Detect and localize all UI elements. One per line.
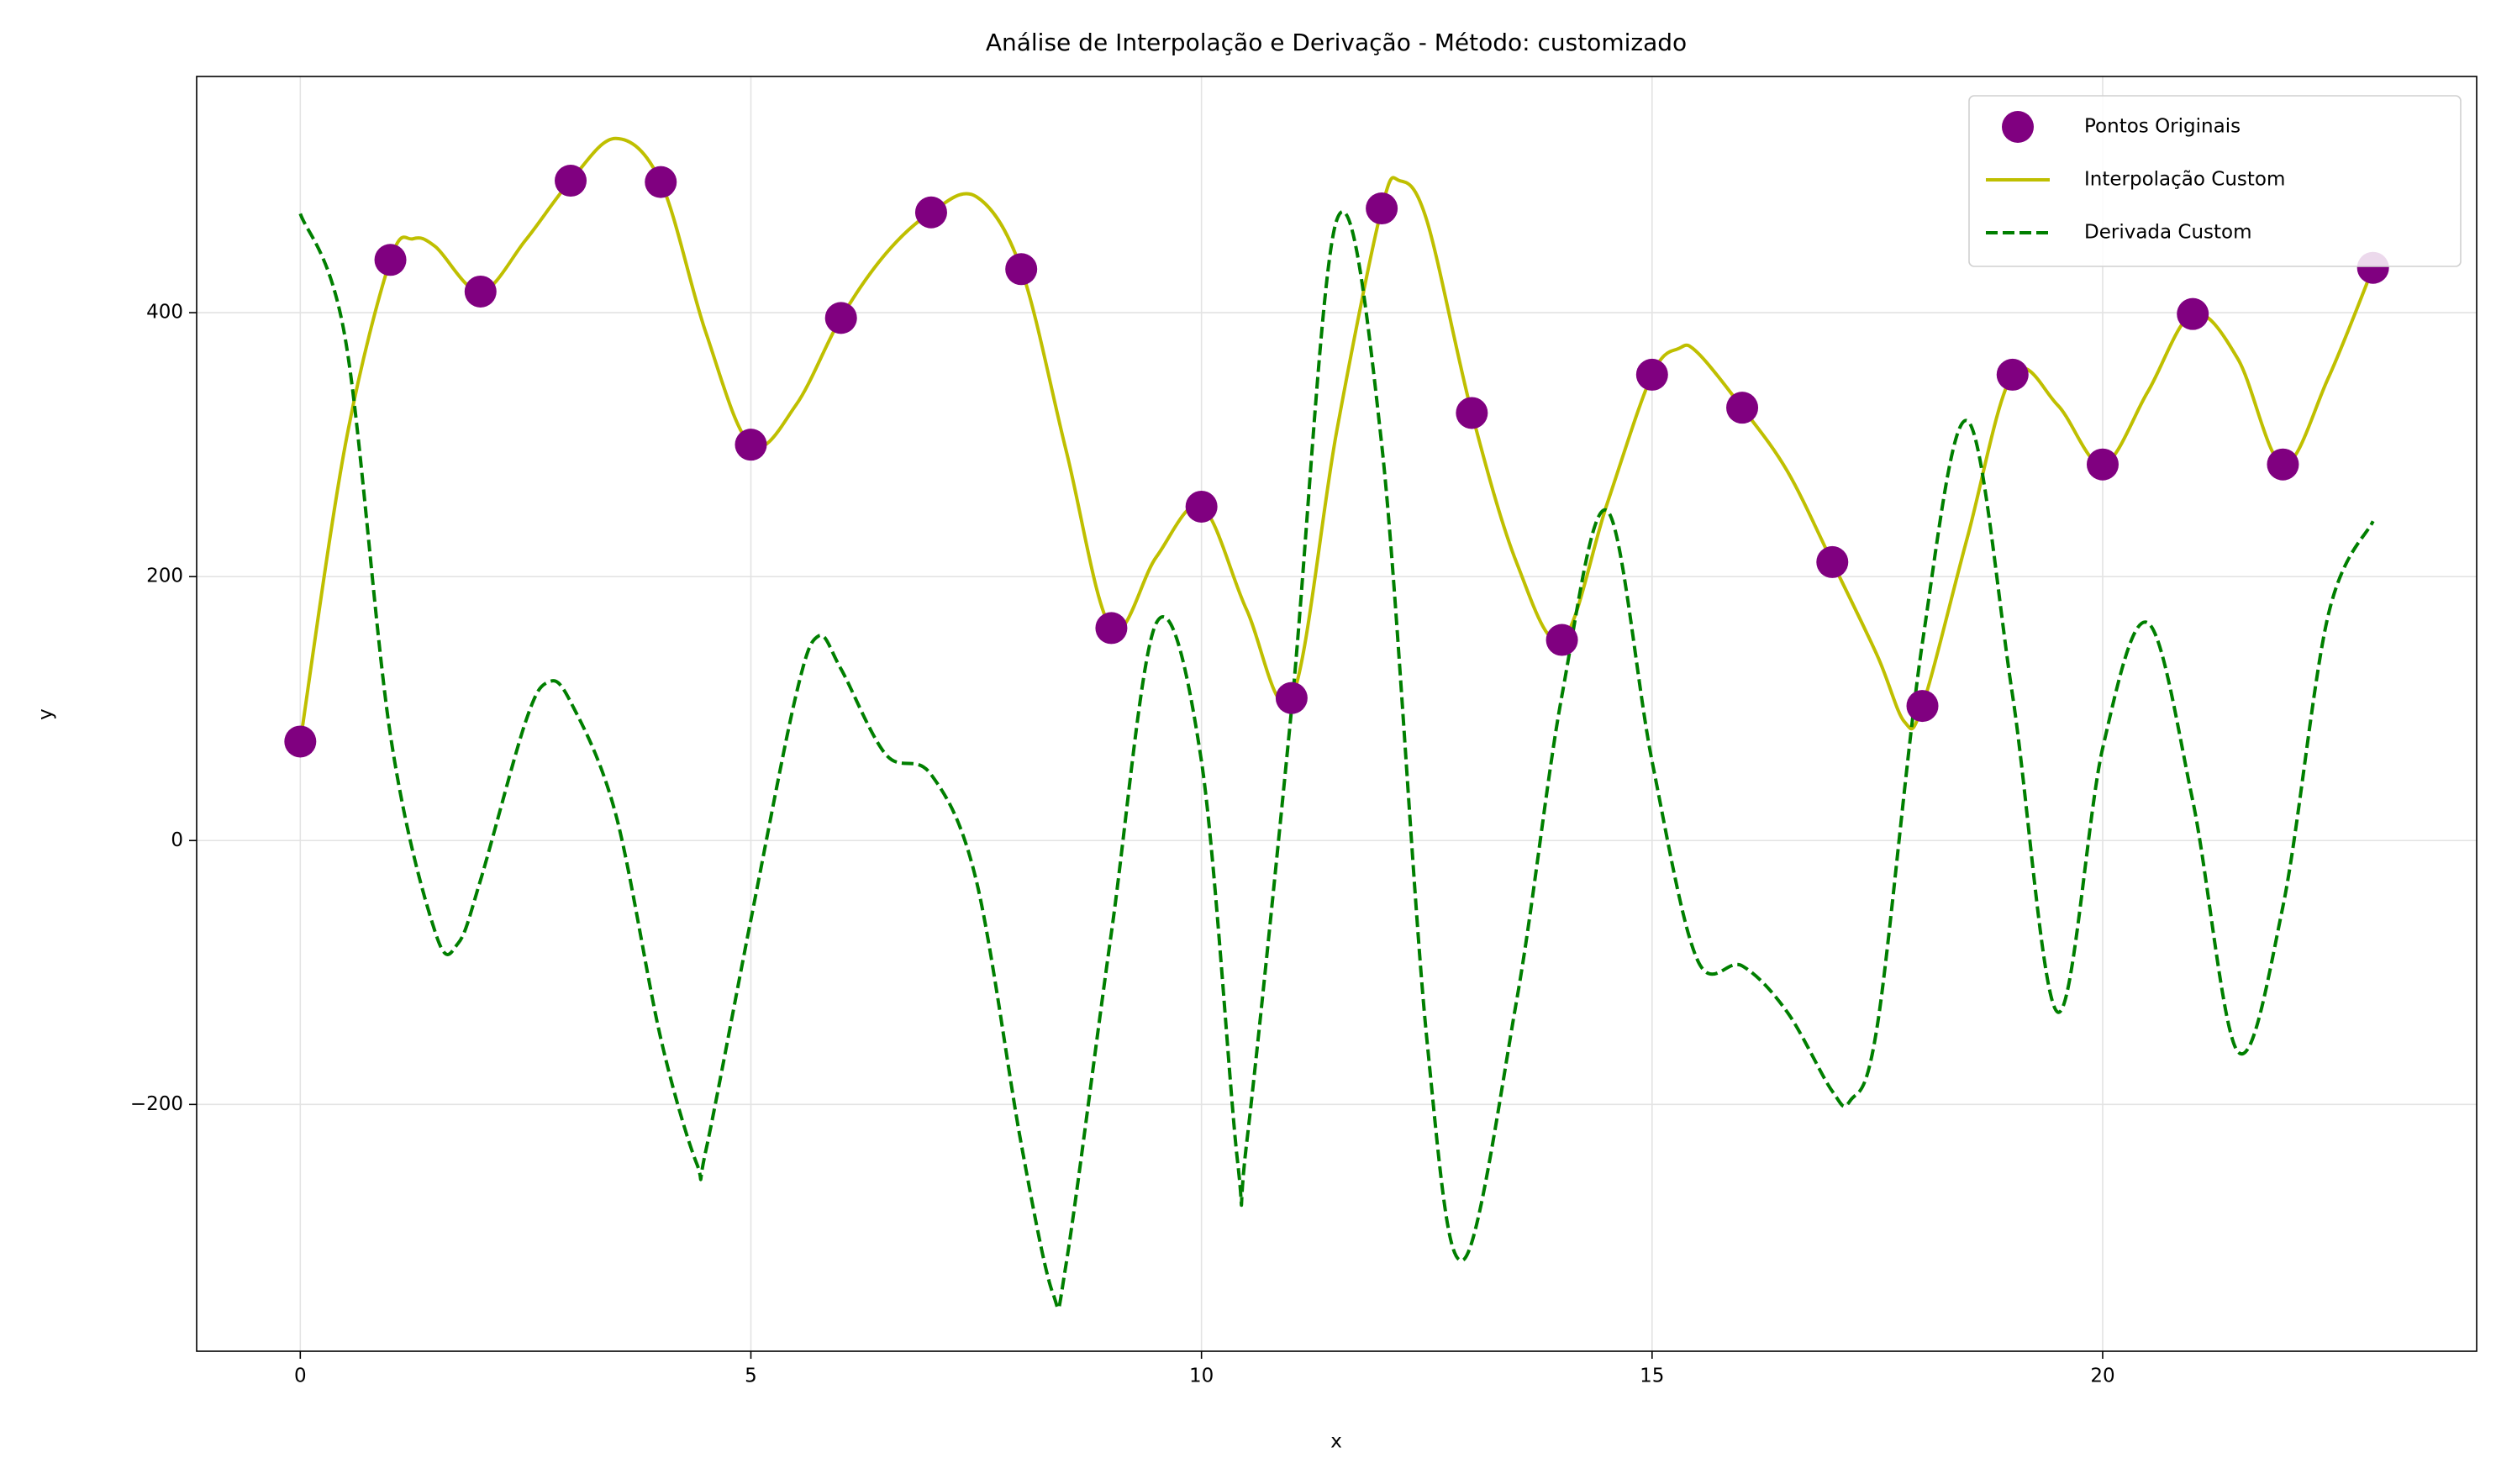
y-axis-label: y	[35, 708, 57, 720]
data-point	[914, 196, 947, 229]
y-tick-label: 400	[146, 302, 183, 324]
plot-frame	[196, 76, 2478, 1352]
series-line	[298, 210, 2375, 1311]
data-point	[1726, 392, 1759, 424]
x-tick-label: 0	[294, 1366, 307, 1387]
data-point	[735, 429, 767, 461]
y-tick-label: 200	[146, 566, 183, 587]
data-point	[1005, 253, 1038, 286]
data-point	[1546, 624, 1578, 656]
series-line	[298, 136, 2375, 742]
y-tick-label: −200	[130, 1093, 183, 1115]
data-point	[1635, 358, 1668, 391]
data-point	[284, 725, 317, 758]
data-point	[824, 302, 857, 334]
x-tick-label: 5	[745, 1366, 757, 1387]
x-tick-label: 15	[1640, 1366, 1664, 1387]
data-point	[1816, 545, 1849, 578]
y-tick-label: 0	[171, 829, 183, 851]
data-point	[1906, 690, 1939, 723]
data-point	[1185, 490, 1218, 523]
data-point	[374, 244, 407, 276]
legend-label: Interpolação Custom	[2084, 169, 2285, 191]
data-point	[2177, 297, 2209, 330]
x-tick-label: 20	[2090, 1366, 2114, 1387]
x-tick-label: 10	[1189, 1366, 1214, 1387]
legend-marker	[2002, 111, 2034, 143]
data-point	[1456, 397, 1488, 429]
data-point	[1366, 192, 1398, 225]
data-point	[1095, 612, 1128, 645]
data-point	[464, 275, 497, 308]
data-point	[1275, 681, 1308, 714]
data-point	[555, 165, 587, 197]
data-point	[2086, 448, 2119, 481]
data-point	[1996, 358, 2029, 391]
legend-label: Pontos Originais	[2084, 116, 2241, 138]
x-axis-label: x	[1330, 1431, 1342, 1453]
legend-box	[1968, 95, 2462, 267]
legend-label: Derivada Custom	[2084, 222, 2252, 244]
data-point	[645, 166, 677, 198]
chart-title: Análise de Interpolação e Derivação - Mé…	[986, 29, 1687, 56]
data-point	[2267, 448, 2299, 481]
